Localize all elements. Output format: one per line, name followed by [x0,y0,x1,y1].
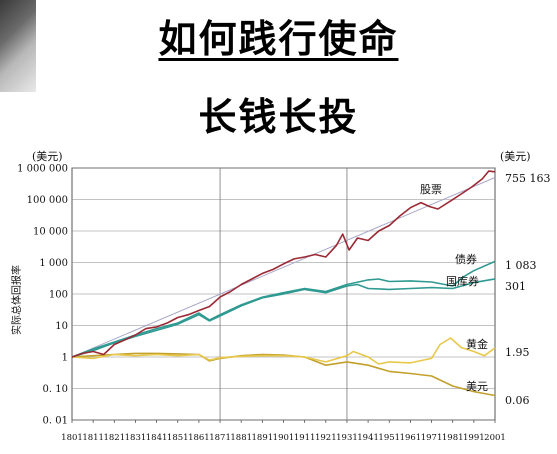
x-tick-1861: 1861 [188,433,210,443]
x-tick-2001: 2001 [484,433,506,443]
x-tick-1911: 1911 [294,433,316,443]
x-tick-1811: 1811 [82,433,104,443]
y-tick-7: 0. 10 [43,384,68,395]
y-tick-4: 100 [49,290,68,301]
series-end-value-3: 1.95 [505,346,530,359]
x-tick-1931: 1931 [336,433,358,443]
y-axis-label: 实际总体回报率 [10,265,23,335]
page-subtitle: 长钱长投 [198,95,359,139]
y-tick-1: 100 000 [27,195,68,206]
y-tick-labels: 1 000 000 100 000 10 000 1 000 100 10 1 0. 10 0.… [17,164,68,427]
series-name-4: 美元 [466,380,488,393]
gridlines [72,167,495,421]
x-tick-1851: 1851 [167,433,189,443]
series-name-1: 债券 [455,252,477,266]
series-end-value-0: 755 163 [505,172,551,185]
unit-left: (美元) [32,150,63,163]
series-line-4 [71,352,496,397]
series-line-3 [71,337,496,365]
x-tick-1971: 1971 [421,433,443,443]
page-title-text: 如何践行使命 [158,17,399,61]
x-tick-1831: 1831 [125,433,147,443]
x-tick-1821: 1821 [103,433,125,443]
series-labels: 股票 755 163 债券 1 083 国库券 301 黄金 1.95 美元 0.06 [420,172,551,407]
x-tick-1901: 1901 [273,433,295,443]
x-tick-1801: 1801 [61,433,83,443]
series-name-3: 黄金 [466,337,488,351]
y-tick-3: 1 000 [39,258,68,269]
x-tick-1841: 1841 [146,433,168,443]
series-line-1 [71,260,496,358]
page-title: 如何践行使命 [0,8,557,63]
x-tick-1891: 1891 [252,433,274,443]
trend-line [71,177,496,358]
x-tick-labels: 1801 1811 1821 1831 1841 1851 1861 1871 1881 1891… [61,420,506,443]
corner-photo [0,0,36,92]
x-tick-1921: 1921 [315,433,337,443]
x-tick-1981: 1981 [442,433,464,443]
x-tick-1991: 1991 [463,433,485,443]
x-tick-1951: 1951 [378,433,400,443]
series-end-value-1: 1 083 [505,259,537,272]
y-tick-0: 1 000 000 [17,164,68,175]
y-tick-8: 0. 01 [43,416,68,427]
series-lines [71,170,496,397]
series-end-value-4: 0.06 [505,394,530,407]
series-line-0 [71,170,496,358]
x-tick-1871: 1871 [209,433,231,443]
series-name-0: 股票 [420,183,442,196]
series-line-2 [71,278,496,358]
y-tick-6: 1 [62,353,68,364]
y-tick-2: 10 000 [33,227,68,238]
series-name-2: 国库券 [446,274,479,288]
x-tick-1881: 1881 [230,433,252,443]
unit-right: (美元) [500,150,531,163]
x-tick-1961: 1961 [400,433,422,443]
y-tick-5: 10 [55,321,68,332]
series-end-value-2: 301 [505,280,526,293]
x-tick-1941: 1941 [357,433,379,443]
